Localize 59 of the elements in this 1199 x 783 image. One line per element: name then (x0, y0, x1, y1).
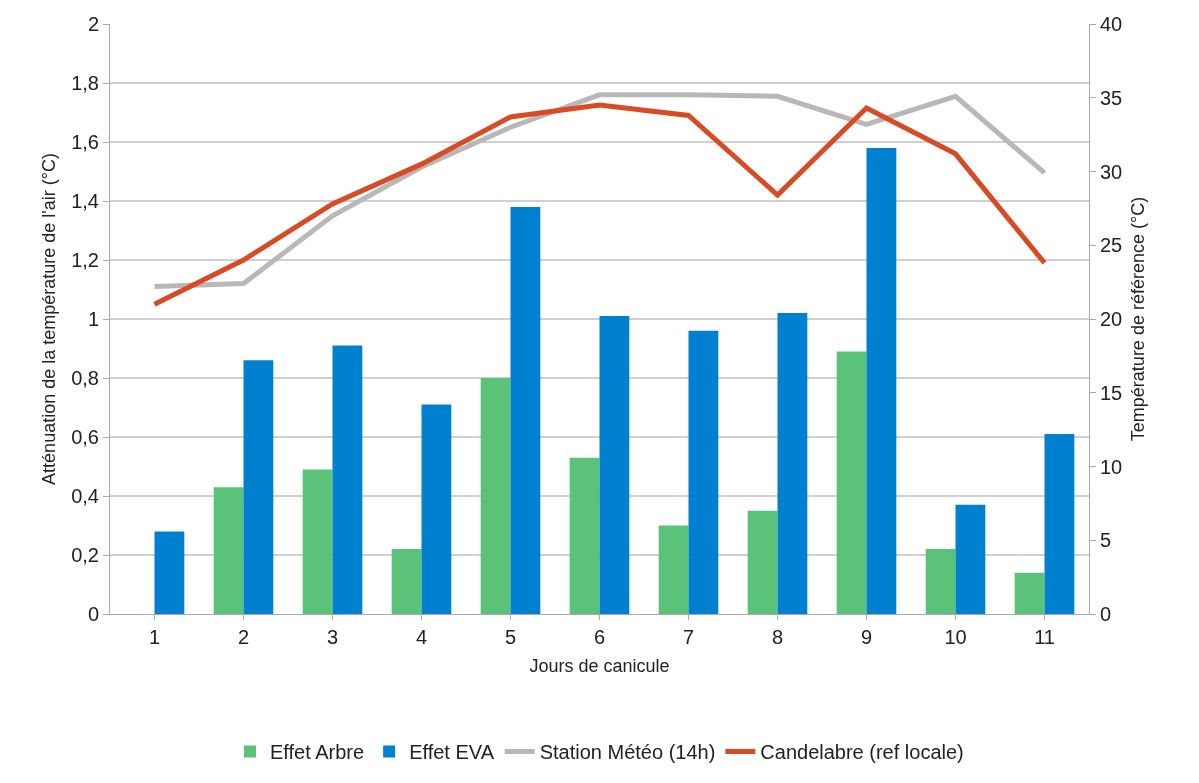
x-tick-label: 1 (148, 626, 161, 648)
bar (569, 457, 600, 614)
y2-tick-label: 35 (1100, 86, 1123, 109)
y-tick-label: 1 (87, 308, 99, 330)
bar (154, 531, 185, 614)
x-tick-label: 8 (771, 626, 784, 648)
y2-tick-label: 30 (1100, 160, 1123, 183)
y-tick-label: 1,6 (71, 131, 99, 153)
bar (747, 510, 778, 614)
bar (955, 504, 986, 614)
x-tick-label: 7 (682, 626, 695, 648)
y2-tick-label: 10 (1100, 455, 1123, 478)
y-tick-label: 1,8 (71, 72, 99, 94)
bar (866, 147, 897, 614)
bar (688, 330, 719, 614)
bar (1014, 572, 1045, 614)
y2-tick-label: 20 (1100, 308, 1123, 330)
legend-label: Station Météo (14h) (539, 741, 716, 764)
x-tick-label: 2 (237, 626, 250, 648)
x-tick-label: 3 (326, 626, 339, 648)
y2-axis-title: Température de référence (°C) (1128, 196, 1149, 442)
y-tick-label: 0,2 (71, 544, 99, 566)
bar (302, 469, 333, 614)
bar (777, 313, 808, 614)
y-tick-label: 0,6 (71, 426, 99, 448)
y-tick-label: 0,8 (71, 367, 99, 389)
bar (480, 378, 511, 614)
bar (421, 404, 452, 614)
bar (925, 549, 956, 614)
bar (213, 487, 244, 614)
x-tick-label: 4 (415, 626, 428, 648)
bar (1044, 434, 1075, 614)
y2-tick-label: 5 (1100, 529, 1112, 552)
legend-label: Effet EVA (409, 741, 495, 764)
legend-label: Candelabre (ref locale) (760, 741, 964, 764)
bar (332, 345, 363, 614)
legend-label: Effet Arbre (270, 741, 365, 764)
x-tick-label: 10 (944, 626, 967, 648)
y-tick-label: 0 (87, 603, 99, 625)
bar (391, 549, 422, 614)
x-tick-label: 9 (860, 626, 873, 648)
y2-tick-label: 0 (1100, 603, 1112, 625)
bar (243, 360, 274, 614)
bar (510, 206, 541, 614)
y2-tick-label: 40 (1100, 13, 1123, 35)
y-tick-label: 2 (87, 13, 99, 35)
bar (658, 525, 689, 614)
x-tick-label: 5 (504, 626, 517, 648)
bar (836, 351, 867, 614)
y-tick-label: 1,2 (71, 249, 99, 271)
y2-tick-label: 15 (1100, 381, 1123, 404)
x-tick-label: 11 (1034, 626, 1055, 648)
y-axis-title: Atténuation de la température de l'air (°C) (39, 153, 60, 485)
y-tick-label: 0,4 (71, 485, 99, 507)
y-tick-label: 1,4 (71, 190, 99, 212)
x-axis-title: Jours de canicule (529, 656, 670, 677)
x-tick-label: 6 (593, 626, 606, 648)
bar (599, 316, 630, 614)
y2-tick-label: 25 (1100, 234, 1123, 257)
